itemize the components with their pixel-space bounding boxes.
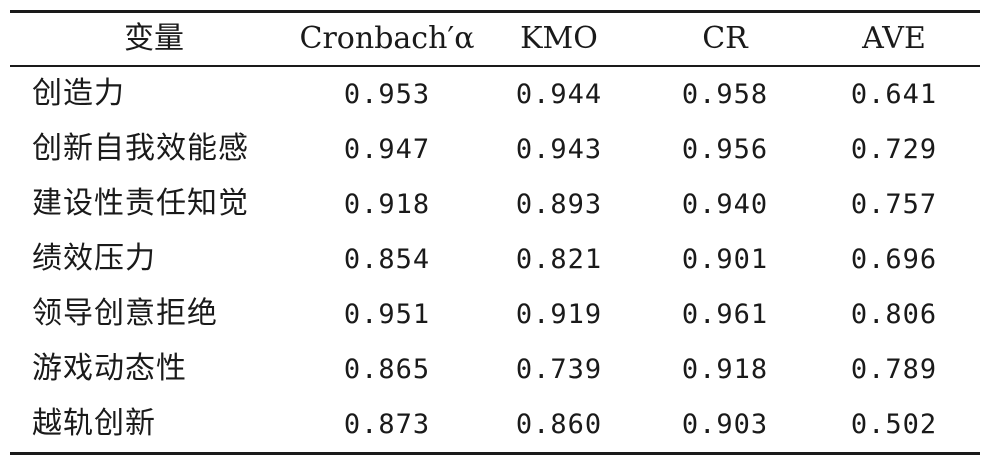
table-row: 绩效压力 0.854 0.821 0.901 0.696 <box>10 232 980 287</box>
cell-cr: 0.940 <box>681 188 769 220</box>
cell-cr: 0.956 <box>681 133 769 165</box>
top-rule <box>10 10 980 13</box>
cell-ave: 0.641 <box>850 78 938 110</box>
table-row: 创造力 0.953 0.944 0.958 0.641 <box>10 67 980 122</box>
cell-cr: 0.901 <box>681 243 769 275</box>
cell-kmo: 0.821 <box>515 243 603 275</box>
cell-kmo: 0.919 <box>515 298 603 330</box>
table-row: 建设性责任知觉 0.918 0.893 0.940 0.757 <box>10 177 980 232</box>
cell-ave: 0.696 <box>850 243 938 275</box>
cell-ave: 0.729 <box>850 133 938 165</box>
cell-ave: 0.806 <box>850 298 938 330</box>
cell-ave: 0.757 <box>850 188 938 220</box>
row-variable-name: 游戏动态性 <box>32 351 187 386</box>
header-variable: 变量 <box>124 21 184 56</box>
cell-cr: 0.961 <box>681 298 769 330</box>
cell-kmo: 0.943 <box>515 133 603 165</box>
header-cr: CR <box>702 21 748 56</box>
cell-cronbach-alpha: 0.873 <box>343 408 431 440</box>
table-row: 越轨创新 0.873 0.860 0.903 0.502 <box>10 397 980 452</box>
cell-cr: 0.958 <box>681 78 769 110</box>
table-row: 创新自我效能感 0.947 0.943 0.956 0.729 <box>10 122 980 177</box>
header-cronbach-alpha: Cronbach′α <box>299 21 475 56</box>
header-rule <box>10 65 980 67</box>
cell-cronbach-alpha: 0.865 <box>343 353 431 385</box>
header-kmo: KMO <box>520 21 598 56</box>
cell-cr: 0.918 <box>681 353 769 385</box>
table-row: 游戏动态性 0.865 0.739 0.918 0.789 <box>10 342 980 397</box>
cell-cronbach-alpha: 0.953 <box>343 78 431 110</box>
row-variable-name: 越轨创新 <box>32 406 156 441</box>
row-variable-name: 创新自我效能感 <box>32 131 249 166</box>
cell-cronbach-alpha: 0.918 <box>343 188 431 220</box>
cell-kmo: 0.739 <box>515 353 603 385</box>
cell-cronbach-alpha: 0.951 <box>343 298 431 330</box>
header-ave: AVE <box>862 21 926 56</box>
cell-cronbach-alpha: 0.854 <box>343 243 431 275</box>
cell-cronbach-alpha: 0.947 <box>343 133 431 165</box>
cell-ave: 0.789 <box>850 353 938 385</box>
row-variable-name: 创造力 <box>32 76 125 111</box>
cell-kmo: 0.893 <box>515 188 603 220</box>
cell-cr: 0.903 <box>681 408 769 440</box>
table-row: 领导创意拒绝 0.951 0.919 0.961 0.806 <box>10 287 980 342</box>
row-variable-name: 建设性责任知觉 <box>32 186 249 221</box>
cell-kmo: 0.944 <box>515 78 603 110</box>
row-variable-name: 绩效压力 <box>32 241 156 276</box>
row-variable-name: 领导创意拒绝 <box>32 296 218 331</box>
data-table: 变量 Cronbach′α KMO CR AVE 创造力 0.953 0.944… <box>10 10 980 455</box>
table-header-row: 变量 Cronbach′α KMO CR AVE <box>10 13 980 65</box>
bottom-rule <box>10 451 980 455</box>
cell-ave: 0.502 <box>850 408 938 440</box>
cell-kmo: 0.860 <box>515 408 603 440</box>
